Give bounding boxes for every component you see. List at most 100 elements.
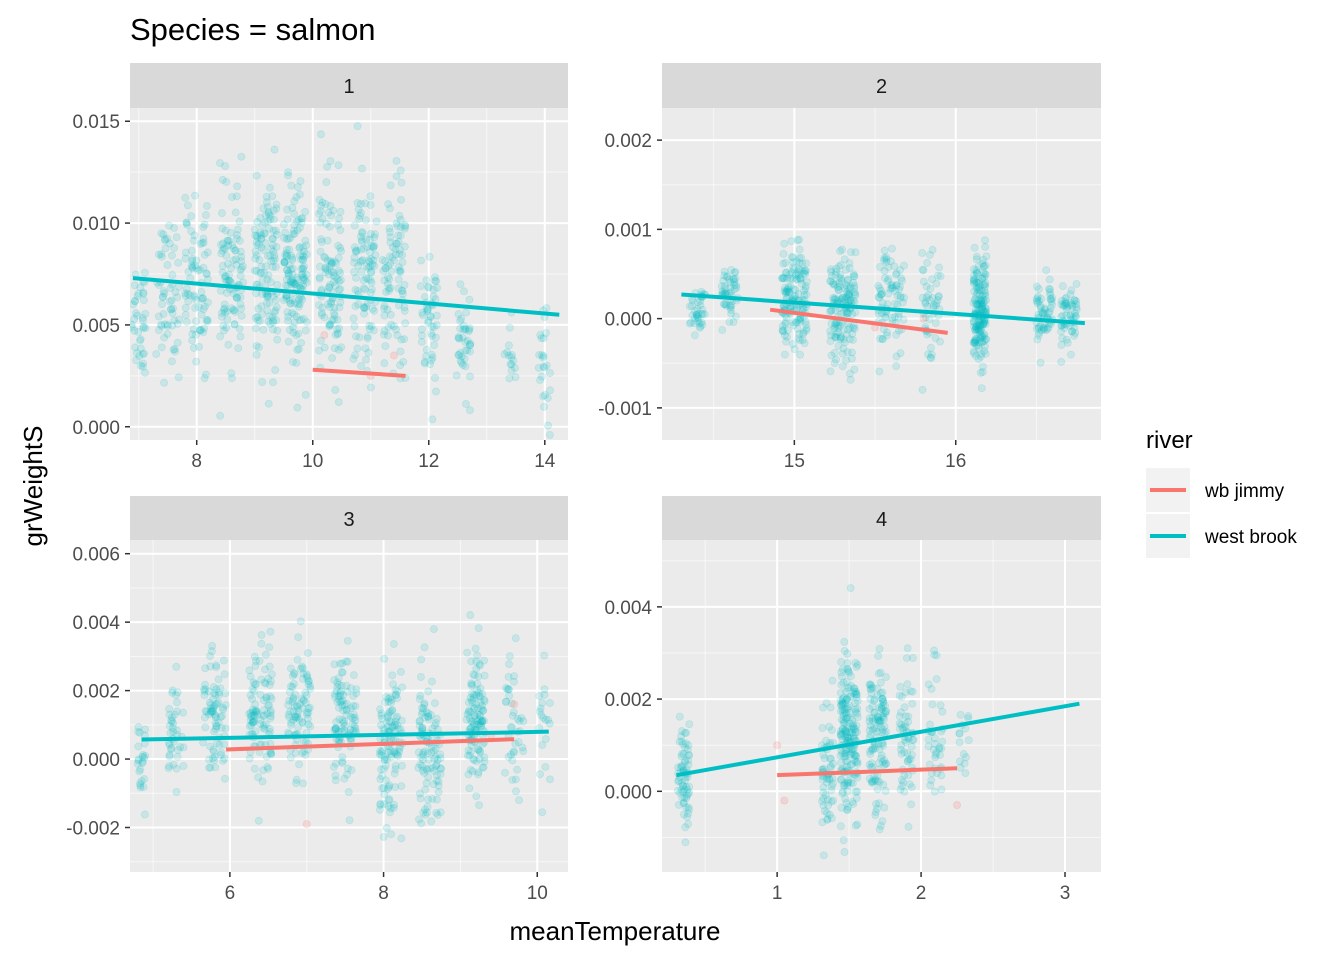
- point-west-brook: [232, 260, 241, 269]
- point-west-brook: [973, 285, 982, 294]
- point-west-brook: [1035, 297, 1044, 306]
- point-west-brook: [682, 803, 691, 812]
- point-west-brook: [976, 321, 985, 330]
- point-west-brook: [974, 317, 983, 326]
- point-west-brook: [721, 284, 730, 293]
- point-west-brook: [357, 237, 366, 246]
- point-west-brook: [388, 243, 397, 252]
- point-west-brook: [187, 212, 196, 221]
- point-west-brook: [907, 742, 916, 751]
- point-west-brook: [545, 719, 554, 728]
- point-west-brook: [887, 281, 896, 290]
- point-west-brook: [428, 353, 437, 362]
- point-west-brook: [254, 773, 263, 782]
- point-west-brook: [792, 303, 801, 312]
- point-west-brook: [316, 336, 325, 345]
- point-west-brook: [977, 349, 986, 358]
- point-west-brook: [877, 754, 886, 763]
- point-west-brook: [835, 282, 844, 291]
- point-west-brook: [544, 715, 553, 724]
- point-west-brook: [202, 269, 211, 278]
- point-west-brook: [840, 295, 849, 304]
- point-west-brook: [158, 292, 167, 301]
- point-west-brook: [477, 722, 486, 731]
- point-west-brook: [1045, 275, 1054, 284]
- point-west-brook: [400, 306, 409, 315]
- point-west-brook: [317, 237, 326, 246]
- point-west-brook: [842, 714, 851, 723]
- point-west-brook: [821, 791, 830, 800]
- point-west-brook: [502, 697, 511, 706]
- point-west-brook: [878, 335, 887, 344]
- point-west-brook: [507, 366, 516, 375]
- point-west-brook: [845, 284, 854, 293]
- point-west-brook: [290, 209, 299, 218]
- point-west-brook: [977, 384, 986, 393]
- point-west-brook: [141, 751, 150, 760]
- point-west-brook: [371, 251, 380, 260]
- point-west-brook: [840, 749, 849, 758]
- point-west-brook: [1042, 326, 1051, 335]
- point-west-brook: [1037, 307, 1046, 316]
- point-west-brook: [904, 755, 913, 764]
- point-west-brook: [234, 344, 243, 353]
- point-west-brook: [978, 320, 987, 329]
- point-west-brook: [195, 342, 204, 351]
- fit-line-west-brook: [141, 729, 549, 742]
- point-west-brook: [504, 685, 513, 694]
- point-west-brook: [261, 239, 270, 248]
- point-west-brook: [218, 224, 227, 233]
- point-west-brook: [822, 736, 831, 745]
- point-west-brook: [880, 256, 889, 265]
- point-west-brook: [292, 775, 301, 784]
- point-west-brook: [286, 299, 295, 308]
- point-west-brook: [395, 267, 404, 276]
- point-west-brook: [168, 304, 177, 313]
- point-west-brook: [924, 350, 933, 359]
- point-west-brook: [881, 709, 890, 718]
- point-west-brook: [421, 785, 430, 794]
- point-west-brook: [1040, 304, 1049, 313]
- point-west-brook: [174, 258, 183, 267]
- point-west-brook: [843, 806, 852, 815]
- point-west-brook: [334, 266, 343, 275]
- point-west-brook: [868, 725, 877, 734]
- point-west-brook: [971, 335, 980, 344]
- point-west-brook: [831, 295, 840, 304]
- point-west-brook: [383, 279, 392, 288]
- y-tick-label: 0.015: [72, 112, 120, 133]
- point-west-brook: [973, 269, 982, 278]
- point-west-brook: [539, 362, 548, 371]
- point-west-brook: [393, 687, 402, 696]
- point-west-brook: [897, 741, 906, 750]
- point-west-brook: [1048, 300, 1057, 309]
- point-west-brook: [229, 306, 238, 315]
- point-west-brook: [290, 318, 299, 327]
- point-west-brook: [456, 348, 465, 357]
- point-west-brook: [251, 661, 260, 670]
- point-west-brook: [264, 674, 273, 683]
- point-west-brook: [384, 783, 393, 792]
- point-west-brook: [251, 313, 260, 322]
- point-west-brook: [384, 323, 393, 332]
- point-west-brook: [977, 286, 986, 295]
- point-west-brook: [432, 714, 441, 723]
- point-west-brook: [375, 805, 384, 814]
- point-west-brook: [1045, 288, 1054, 297]
- point-west-brook: [205, 755, 214, 764]
- point-west-brook: [350, 713, 359, 722]
- point-west-brook: [398, 289, 407, 298]
- point-west-brook: [841, 280, 850, 289]
- point-west-brook: [841, 733, 850, 742]
- point-west-brook: [464, 770, 473, 779]
- point-west-brook: [286, 233, 295, 242]
- point-west-brook: [429, 285, 438, 294]
- facet-strip: [662, 63, 1101, 108]
- point-west-brook: [684, 760, 693, 769]
- point-west-brook: [834, 328, 843, 337]
- data-points: [681, 235, 1086, 394]
- point-west-brook: [836, 822, 845, 831]
- point-west-brook: [778, 327, 787, 336]
- point-west-brook: [981, 342, 990, 351]
- point-west-brook: [882, 331, 891, 340]
